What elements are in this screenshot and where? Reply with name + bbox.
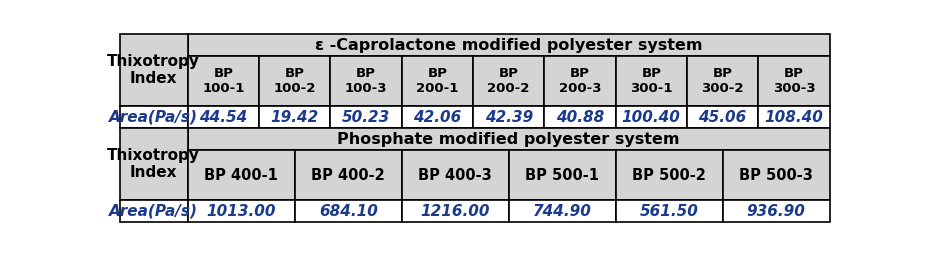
Bar: [188, 128, 830, 150]
Bar: [402, 106, 473, 128]
Text: BP 400-3: BP 400-3: [419, 168, 492, 183]
Text: 1013.00: 1013.00: [206, 204, 276, 219]
Bar: [508, 150, 616, 200]
Bar: [508, 200, 616, 222]
Bar: [402, 56, 473, 106]
Bar: [119, 106, 188, 128]
Text: 936.90: 936.90: [746, 204, 806, 219]
Bar: [616, 200, 722, 222]
Bar: [188, 56, 259, 106]
Text: BP 400-2: BP 400-2: [311, 168, 385, 183]
Bar: [722, 200, 830, 222]
Text: BP
200-2: BP 200-2: [487, 67, 530, 95]
Bar: [119, 34, 188, 106]
Text: 45.06: 45.06: [698, 110, 746, 125]
Text: ε -Caprolactone modified polyester system: ε -Caprolactone modified polyester syste…: [315, 38, 703, 53]
Bar: [616, 56, 687, 106]
Text: 50.23: 50.23: [342, 110, 390, 125]
Bar: [188, 150, 294, 200]
Text: 19.42: 19.42: [270, 110, 319, 125]
Bar: [402, 150, 508, 200]
Text: 561.50: 561.50: [640, 204, 698, 219]
Text: BP
200-3: BP 200-3: [558, 67, 601, 95]
Bar: [259, 56, 331, 106]
Text: 44.54: 44.54: [199, 110, 247, 125]
Text: BP
100-2: BP 100-2: [273, 67, 316, 95]
Text: 42.39: 42.39: [484, 110, 532, 125]
Bar: [687, 106, 758, 128]
Bar: [294, 200, 402, 222]
Bar: [616, 106, 687, 128]
Bar: [188, 34, 830, 56]
Bar: [119, 200, 188, 222]
Text: BP 500-3: BP 500-3: [739, 168, 813, 183]
Text: BP 400-1: BP 400-1: [205, 168, 278, 183]
Text: Thixotropy
Index: Thixotropy Index: [107, 148, 200, 180]
Text: 108.40: 108.40: [765, 110, 823, 125]
Text: BP
300-3: BP 300-3: [772, 67, 815, 95]
Text: BP 500-1: BP 500-1: [525, 168, 599, 183]
Text: BP
300-1: BP 300-1: [630, 67, 672, 95]
Text: 40.88: 40.88: [556, 110, 604, 125]
Bar: [188, 106, 259, 128]
Bar: [402, 200, 508, 222]
Text: BP
300-2: BP 300-2: [701, 67, 744, 95]
Text: 744.90: 744.90: [532, 204, 592, 219]
Bar: [687, 56, 758, 106]
Bar: [473, 56, 544, 106]
Bar: [294, 150, 402, 200]
Bar: [722, 150, 830, 200]
Text: BP
100-1: BP 100-1: [202, 67, 244, 95]
Bar: [331, 56, 402, 106]
Bar: [331, 106, 402, 128]
Text: Area(Pa/s): Area(Pa/s): [109, 110, 198, 125]
Text: BP 500-2: BP 500-2: [632, 168, 706, 183]
Text: Area(Pa/s): Area(Pa/s): [109, 204, 198, 219]
Text: 1216.00: 1216.00: [420, 204, 490, 219]
Bar: [473, 106, 544, 128]
Text: 100.40: 100.40: [622, 110, 681, 125]
Text: BP
200-1: BP 200-1: [416, 67, 458, 95]
Bar: [188, 200, 294, 222]
Text: 42.06: 42.06: [413, 110, 461, 125]
Text: Thixotropy
Index: Thixotropy Index: [107, 54, 200, 87]
Bar: [544, 56, 616, 106]
Bar: [259, 106, 331, 128]
Bar: [544, 106, 616, 128]
Bar: [758, 106, 830, 128]
Text: Phosphate modified polyester system: Phosphate modified polyester system: [337, 132, 680, 147]
Bar: [119, 128, 188, 200]
Bar: [758, 56, 830, 106]
Text: BP
100-3: BP 100-3: [344, 67, 387, 95]
Text: 684.10: 684.10: [319, 204, 378, 219]
Bar: [616, 150, 722, 200]
